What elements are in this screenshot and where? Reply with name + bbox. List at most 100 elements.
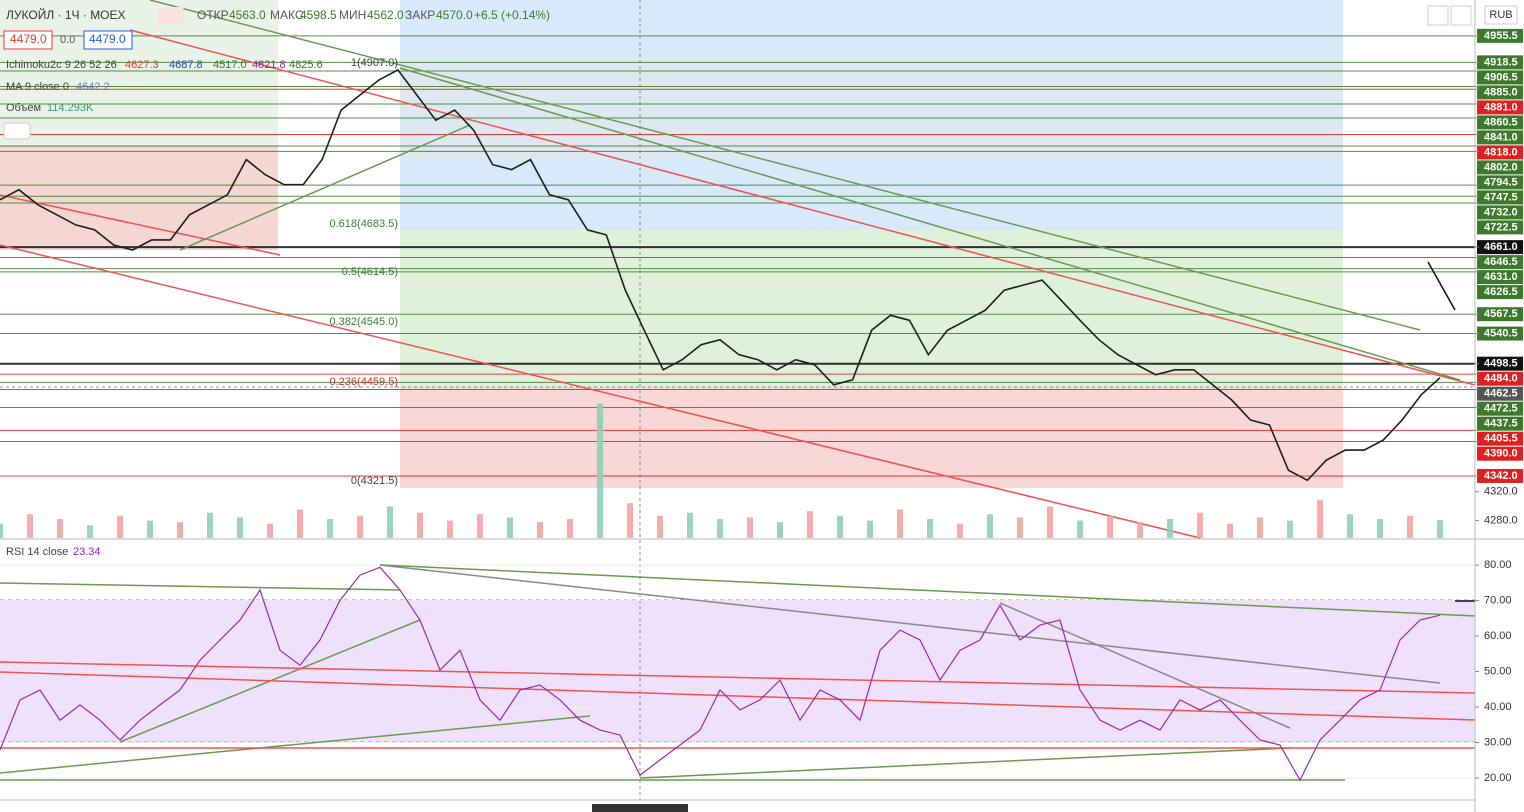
y-tick-label: 4918.5	[1484, 56, 1518, 68]
symbol: ЛУКОЙЛ · 1Ч · MOEX	[6, 7, 126, 22]
trend-line	[399, 67, 1461, 381]
volume-bar	[1047, 506, 1053, 538]
volume-bar	[207, 512, 213, 538]
ohlc-value: 4562.0	[367, 8, 404, 22]
volume-bar	[267, 523, 273, 538]
legend-value: 4642.2	[76, 81, 110, 93]
y-tick-label: 50.00	[1484, 665, 1512, 677]
level-label-bg	[1477, 145, 1523, 160]
volume-bar	[1137, 522, 1143, 538]
level-label-bg	[1477, 270, 1523, 285]
volume-bar	[327, 519, 333, 538]
level-label-bg	[1477, 416, 1523, 431]
fib-zone	[400, 387, 1343, 488]
volume-bar	[747, 517, 753, 538]
trend-line	[149, 0, 1421, 331]
y-tick-label: 4860.5	[1484, 116, 1518, 128]
trend-line	[0, 194, 281, 256]
level-label-bg	[1477, 28, 1523, 43]
y-tick-label: 4390.0	[1484, 448, 1518, 460]
y-tick-label: 4320.0	[1484, 486, 1518, 498]
volume-bar	[987, 514, 993, 538]
scroll-button[interactable]	[1427, 5, 1449, 26]
level-label-bg	[1477, 130, 1523, 145]
legend-rsi: RSI 14 close	[6, 546, 68, 558]
y-tick-label: 4661.0	[1484, 241, 1518, 253]
volume-bar	[1197, 512, 1203, 538]
volume-bar	[687, 512, 693, 538]
bid-box[interactable]	[3, 30, 53, 50]
y-tick-label: 4802.0	[1484, 161, 1518, 173]
level-label-bg	[1477, 285, 1523, 300]
y-tick-label: 4722.5	[1484, 221, 1518, 233]
currency-button[interactable]	[1484, 5, 1518, 25]
level-label-bg	[1477, 160, 1523, 175]
y-tick-label: 4906.5	[1484, 71, 1518, 83]
y-tick-label: 4818.0	[1484, 146, 1518, 158]
volume-bar	[807, 511, 813, 538]
volume-bar	[447, 520, 453, 538]
y-tick-label: 4498.5	[1484, 358, 1518, 370]
trend-line	[129, 29, 1476, 386]
y-tick-label: 40.00	[1484, 701, 1512, 713]
y-tick-label: 4841.0	[1484, 131, 1518, 143]
trend-line	[0, 715, 591, 774]
y-tick-label: 4540.5	[1484, 327, 1518, 339]
ohlc-value: 4598.5	[300, 8, 337, 22]
change: +6.5 (+0.14%)	[474, 8, 550, 22]
y-tick-label: 20.00	[1484, 772, 1512, 784]
ohlc-label: ЗАКР	[405, 8, 435, 22]
level-label-bg	[1477, 70, 1523, 85]
legend: Ichimoku2c 9 26 52 26 4627.3 4687.8 4517…	[3, 59, 323, 558]
bid[interactable]: 4479.0	[10, 32, 47, 46]
volume-bar	[1227, 523, 1233, 538]
level-label-bg	[1477, 100, 1523, 115]
volume-bar	[147, 520, 153, 538]
legend-ichimoku: Ichimoku2c 9 26 52 26	[6, 59, 117, 71]
level-label-bg	[1477, 371, 1523, 386]
volume-bar	[957, 523, 963, 538]
time-marker	[592, 804, 688, 812]
volume-bar	[57, 519, 63, 538]
fib-label: 1(4907.0)	[351, 57, 398, 69]
trend-line	[639, 747, 1291, 779]
fullscreen-button[interactable]	[1450, 5, 1472, 26]
legend-value: 4825.6	[289, 59, 323, 71]
fib-labels: 1(4907.0) 0.618(4683.5) 0.5(4614.5) 0.38…	[330, 57, 399, 487]
legend-value: 4821.8	[252, 59, 286, 71]
volume-bar	[597, 403, 603, 538]
legend-value: 23.34	[73, 546, 101, 558]
level-label-bg	[1477, 85, 1523, 100]
volume-bar	[417, 512, 423, 538]
volume-bar	[387, 506, 393, 538]
ask[interactable]: 4479.0	[89, 32, 126, 46]
legend-value: 4627.3	[125, 59, 159, 71]
legend-value: 4517.0	[213, 59, 247, 71]
level-label-bg	[1477, 115, 1523, 130]
series-line	[0, 566, 1441, 782]
collapse-button[interactable]	[3, 122, 31, 140]
currency[interactable]: RUB	[1489, 9, 1512, 21]
y-tick-label: 4437.5	[1484, 418, 1518, 430]
y-tick-label: 4462.5	[1484, 388, 1518, 400]
level-label-bg	[1477, 431, 1523, 446]
trend-line	[999, 602, 1291, 729]
legend-value: 114.293K	[47, 102, 94, 114]
volume-bar	[1317, 500, 1323, 538]
volume-bar	[1167, 519, 1173, 538]
panes	[0, 68, 1443, 782]
ask-box[interactable]	[83, 30, 133, 50]
axis-labels: 4955.5 4918.5 4906.5 4885.0 4881.0 4860.5 4841…	[1475, 28, 1523, 784]
series-line	[0, 68, 1441, 482]
volume-bar	[237, 517, 243, 538]
indicator-badge	[158, 7, 184, 24]
y-tick-label: 60.00	[1484, 630, 1512, 642]
volume-bar	[87, 525, 93, 538]
volume-bar	[297, 509, 303, 538]
level-label-bg	[1477, 220, 1523, 235]
level-label-bg	[1477, 175, 1523, 190]
y-tick-label: 4472.5	[1484, 403, 1518, 415]
volume-bar	[477, 514, 483, 538]
volume-bar	[1107, 515, 1113, 538]
level-label-bg	[1477, 356, 1523, 371]
